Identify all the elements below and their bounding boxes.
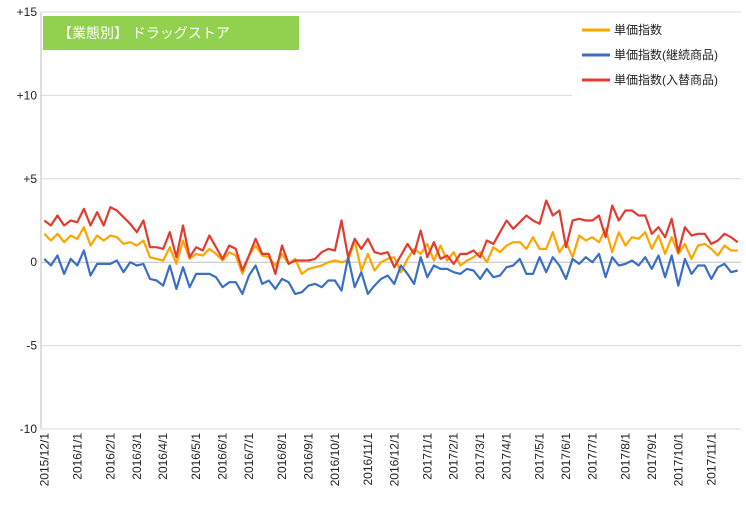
x-tick-label: 2017/7/1 xyxy=(585,433,599,480)
x-tick-label: 2015/12/1 xyxy=(37,433,51,487)
x-axis: 2015/12/1 2016/1/1 2016/2/1 2016/3/1 2016/4/… xyxy=(37,433,718,487)
y-tick-label: +5 xyxy=(23,172,37,186)
series-line-0 xyxy=(43,226,738,275)
x-tick-label: 2017/4/1 xyxy=(500,433,514,480)
chart-title: 【業態別】 ドラッグストア xyxy=(58,25,230,41)
legend: 単価指数 単価指数(継続商品) 単価指数(入替商品) xyxy=(572,14,744,100)
series-line-2 xyxy=(43,199,739,275)
x-tick-label: 2016/12/1 xyxy=(387,433,401,487)
x-tick-label: 2017/6/1 xyxy=(559,433,573,480)
chart-title-box: 【業態別】 ドラッグストア xyxy=(43,16,299,50)
x-tick-label: 2016/5/1 xyxy=(189,433,203,480)
x-tick-label: 2017/3/1 xyxy=(473,433,487,480)
chart-title-background xyxy=(43,16,299,50)
y-tick-label: 0 xyxy=(30,255,37,269)
y-tick-label: -10 xyxy=(20,422,38,436)
x-tick-label: 2016/8/1 xyxy=(275,433,289,480)
x-tick-label: 2017/1/1 xyxy=(420,433,434,480)
y-tick-label: +10 xyxy=(17,88,38,102)
x-tick-label: 2016/6/1 xyxy=(216,433,230,480)
x-tick-label: 2017/8/1 xyxy=(618,433,632,480)
legend-label-replaced-items: 単価指数(入替商品) xyxy=(614,72,718,87)
x-tick-label: 2016/10/1 xyxy=(328,433,342,487)
x-tick-label: 2016/7/1 xyxy=(242,433,256,480)
x-tick-label: 2016/1/1 xyxy=(70,433,84,480)
legend-background xyxy=(572,14,744,100)
legend-label-continuing-items: 単価指数(継続商品) xyxy=(614,47,718,62)
x-tick-label: 2016/2/1 xyxy=(103,433,117,480)
series-line-1 xyxy=(43,249,738,295)
x-tick-label: 2016/4/1 xyxy=(156,433,170,480)
x-tick-label: 2016/9/1 xyxy=(301,433,315,480)
x-tick-label: 2017/5/1 xyxy=(533,433,547,480)
y-tick-label: -5 xyxy=(26,339,37,353)
x-tick-label: 2017/2/1 xyxy=(447,433,461,480)
x-tick-label: 2017/11/1 xyxy=(704,433,718,486)
y-axis: +15 +10 +5 0 -5 -10 xyxy=(17,5,38,436)
y-tick-label: +15 xyxy=(17,5,38,19)
x-tick-label: 2017/9/1 xyxy=(645,433,659,480)
grid-lines xyxy=(40,11,741,430)
x-tick-label: 2017/10/1 xyxy=(671,433,685,487)
legend-label-unit-price: 単価指数 xyxy=(614,22,662,37)
x-tick-label: 2016/3/1 xyxy=(130,433,144,480)
x-tick-label: 2016/11/1 xyxy=(361,433,375,486)
series-lines xyxy=(43,199,739,295)
